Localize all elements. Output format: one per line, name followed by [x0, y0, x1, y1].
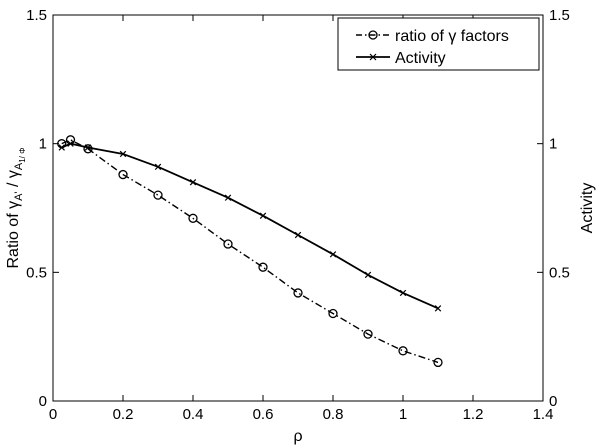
data-point [434, 305, 442, 312]
legend-marker-ratio [368, 30, 378, 40]
legend: ratio of γ factors Activity [337, 17, 540, 71]
y-tick-label-right: 1 [549, 136, 557, 153]
series-line-0 [61, 139, 439, 364]
data-point [329, 251, 337, 258]
series-line-1 [61, 142, 439, 310]
y-tick-label-left: 1 [39, 136, 47, 153]
ticks [52, 14, 544, 402]
x-tick-label: 1.2 [463, 406, 484, 423]
data-point [154, 163, 162, 171]
y-axis-label-left: Ratio of γA' / γA1/ Φ [5, 148, 27, 269]
legend-marker-activity [369, 53, 377, 61]
y-tick-label-left: 0.5 [26, 264, 47, 281]
data-point [224, 194, 232, 201]
data-point [258, 262, 268, 272]
data-point [118, 169, 128, 180]
x-tick-label: 0.2 [113, 406, 134, 423]
legend-box [337, 17, 540, 71]
series-layer [57, 135, 443, 368]
data-point [153, 190, 163, 200]
tick-labels: 0 0.2 0.4 0.6 0.8 1 1.2 1.400.511.500.511.5 [26, 7, 570, 423]
data-point [328, 308, 338, 319]
data-point [433, 357, 443, 368]
y-tick-label-left: 0 [39, 393, 47, 410]
data-point [293, 288, 303, 298]
y-tick-label-right: 1.5 [549, 7, 570, 24]
y-tick-label-right: 0.5 [549, 264, 570, 281]
data-point [58, 144, 65, 151]
data-point [398, 346, 408, 356]
x-tick-label: 0.8 [323, 406, 344, 423]
data-point [259, 212, 267, 219]
data-point [223, 239, 233, 249]
y-tick-label-left: 1.5 [26, 7, 47, 24]
legend-label-activity: Activity [395, 50, 446, 67]
data-point [363, 329, 373, 339]
x-tick-label: 0 [49, 406, 57, 423]
data-point [67, 140, 74, 147]
y-axis-label-right: Activity [579, 183, 596, 234]
plot-frame [52, 14, 544, 402]
data-point [364, 271, 372, 279]
y-tick-label-right: 0 [549, 393, 557, 410]
data-point [189, 179, 197, 186]
x-axis-label: ρ [293, 428, 302, 445]
data-point [65, 135, 76, 145]
data-point [399, 289, 407, 297]
x-tick-label: 1 [399, 406, 407, 423]
data-point [84, 144, 92, 151]
x-tick-label: 1.4 [533, 406, 554, 423]
data-point [188, 213, 198, 223]
data-point [294, 231, 302, 239]
x-tick-label: 0.4 [183, 406, 204, 423]
x-tick-label: 0.6 [253, 406, 274, 423]
legend-label-ratio: ratio of γ factors [395, 28, 509, 45]
data-point [119, 150, 127, 158]
